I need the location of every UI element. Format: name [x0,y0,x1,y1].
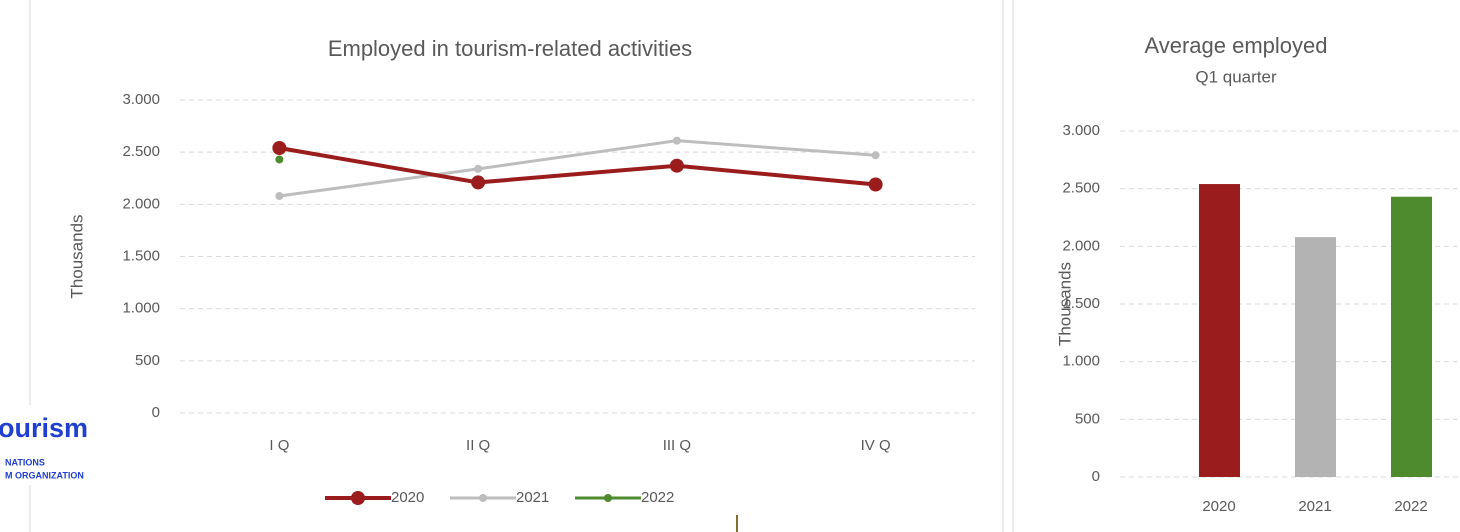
logo-bg [0,405,96,485]
bar [1391,196,1432,478]
x-tick-label: II Q [466,437,490,454]
chart-subtitle: Q1 quarter [1195,67,1277,86]
legend-label: 2020 [391,489,424,506]
y-tick-label: 2.000 [122,195,160,212]
panel-left [29,0,1004,532]
point [672,136,681,145]
x-tick-label: IV Q [861,437,891,454]
point [871,151,880,160]
y-tick-label: 0 [152,404,160,421]
y-tick-label: 0 [1092,468,1100,485]
logo-line: M ORGANIZATION [5,470,84,480]
point [868,177,883,192]
point [275,191,284,200]
y-tick-label: 1.000 [1062,353,1100,370]
legend-marker [351,491,365,505]
y-tick-label: 2.500 [1062,180,1100,197]
legend-label: 2022 [641,489,674,506]
legend-marker [479,494,487,502]
point [272,140,287,155]
x-tick-label: I Q [269,437,289,454]
legend-marker [604,494,612,502]
chart-title: Average employed [1144,33,1327,58]
x-tick-label: 2020 [1202,498,1235,515]
series-line [279,139,876,198]
y-axis-label: Thousands [67,214,86,298]
point [275,155,284,164]
y-tick-label: 2.000 [1062,237,1100,254]
logo-word: ourism [0,413,88,443]
logo-line: NATIONS [5,457,45,467]
y-tick-label: 2.500 [122,143,160,160]
x-tick-label: 2021 [1298,498,1331,515]
series-line [279,146,876,187]
y-tick-label: 3.000 [122,91,160,108]
point [471,175,486,190]
y-tick-label: 500 [135,352,160,369]
y-tick-label: 1.500 [122,247,160,264]
x-tick-label: 2022 [1394,498,1427,515]
y-tick-label: 1.000 [122,300,160,317]
x-tick-label: III Q [663,437,691,454]
bar [1295,237,1336,477]
chart-title: Employed in tourism-related activities [328,36,692,61]
point [669,158,684,173]
y-axis-label: Thousands [1055,262,1074,346]
legend-label: 2021 [516,489,549,506]
bar [1199,184,1240,477]
point [474,164,483,173]
y-tick-label: 3.000 [1062,122,1100,139]
y-tick-label: 1.500 [1062,295,1100,312]
y-tick-label: 500 [1075,410,1100,427]
